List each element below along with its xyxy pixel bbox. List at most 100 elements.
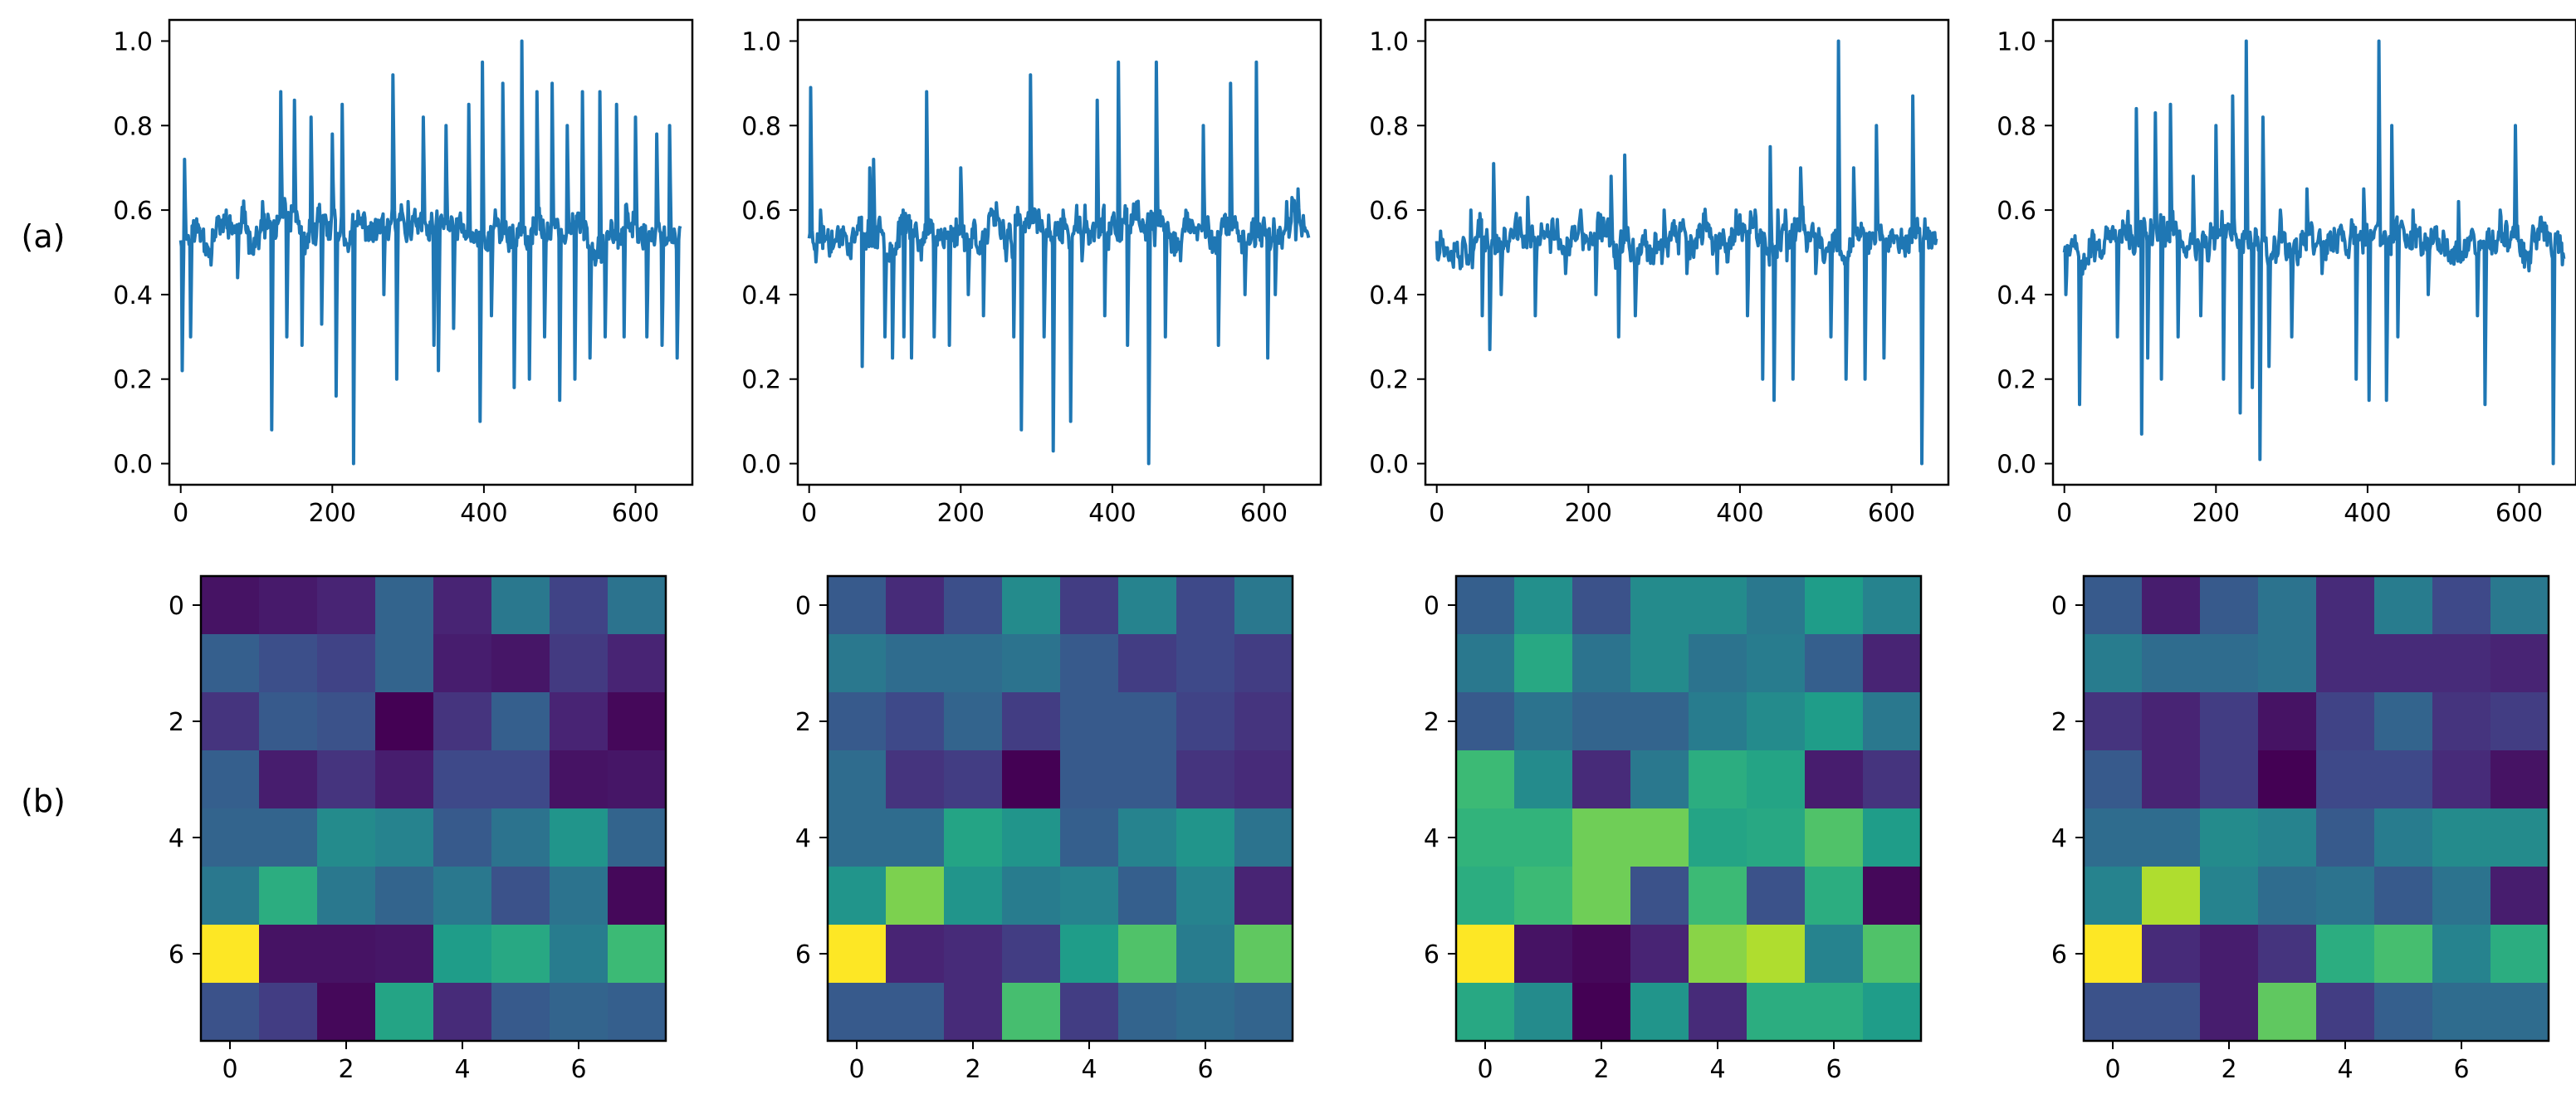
heatmap-cell bbox=[491, 808, 550, 867]
heatmap-cell bbox=[2258, 808, 2317, 867]
heatmap-cell bbox=[1456, 576, 1515, 635]
heatmap-cell bbox=[2200, 808, 2259, 867]
heatmap-cell bbox=[2258, 750, 2317, 809]
x-tick-label: 600 bbox=[1240, 499, 1288, 528]
heatmap-cell bbox=[2258, 925, 2317, 984]
heatmap-cell bbox=[491, 692, 550, 751]
heatmap-cell bbox=[1514, 750, 1573, 809]
heatmap-cell bbox=[1234, 925, 1293, 984]
heatmap-cell bbox=[1689, 634, 1747, 693]
heatmap-cell bbox=[1689, 983, 1747, 1042]
heatmap-cell bbox=[1572, 634, 1631, 693]
heatmap-cell bbox=[1118, 750, 1177, 809]
heatmap-cell bbox=[1118, 576, 1177, 635]
heatmap-4: 0 2 4 6 0 2 4 6 bbox=[2051, 574, 2550, 1084]
heatmap-1: 0 2 4 6 0 2 4 6 bbox=[169, 574, 667, 1084]
heatmap-cell bbox=[1689, 576, 1747, 635]
axes-frame bbox=[1424, 18, 1950, 486]
heatmap-cell bbox=[1234, 983, 1293, 1042]
heatmap-cell bbox=[1572, 808, 1631, 867]
y-tick-label: 6 bbox=[1424, 940, 1440, 969]
y-tick-label: 2 bbox=[1424, 708, 1440, 737]
line-chart-4: 0 200 400 600 0.0 0.2 0.4 0.6 0.8 1.0 bbox=[1997, 18, 2576, 528]
heatmap-cell bbox=[828, 576, 887, 635]
heatmap-cell bbox=[1572, 983, 1631, 1042]
axes-frame bbox=[2082, 574, 2550, 1043]
y-tick-label: 0.2 bbox=[1369, 366, 1409, 395]
heatmap-cell bbox=[433, 692, 492, 751]
heatmap-cell bbox=[1630, 808, 1689, 867]
heatmap-cell bbox=[2374, 867, 2433, 926]
heatmap-cell bbox=[2490, 983, 2549, 1042]
y-tick-label: 0.8 bbox=[113, 112, 153, 141]
heatmap-cell bbox=[1456, 750, 1515, 809]
x-tick-label: 2 bbox=[965, 1055, 980, 1084]
y-tick-label: 4 bbox=[169, 824, 184, 853]
heatmap-cell bbox=[259, 692, 318, 751]
heatmap-cell bbox=[1863, 750, 1922, 809]
x-tick-label: 2 bbox=[2221, 1055, 2236, 1084]
heatmap-cell bbox=[1689, 925, 1747, 984]
x-tick-label: 0 bbox=[2056, 499, 2072, 528]
heatmap-cell bbox=[1630, 983, 1689, 1042]
heatmap-cell bbox=[550, 808, 609, 867]
heatmap-cell bbox=[828, 692, 887, 751]
heatmap-cell bbox=[491, 750, 550, 809]
x-tick-label: 200 bbox=[937, 499, 985, 528]
y-tick-label: 0.4 bbox=[1997, 281, 2036, 310]
heatmap-cell bbox=[317, 808, 376, 867]
heatmap-cell bbox=[2084, 983, 2143, 1042]
heatmap-cell bbox=[375, 925, 434, 984]
heatmap-cell bbox=[317, 692, 376, 751]
heatmap-cell bbox=[550, 692, 609, 751]
y-tick-label: 6 bbox=[169, 940, 184, 969]
heatmap-cell bbox=[375, 867, 434, 926]
heatmap-cell bbox=[317, 634, 376, 693]
heatmaps-row: 0 2 4 6 0 2 4 6 0 2 4 6 0 2 4 6 0 2 4 6 0 2 4 6 0 2 4 6 0 2 4 6 bbox=[169, 574, 2550, 1084]
heatmap-cell bbox=[1118, 692, 1177, 751]
x-tick-label: 4 bbox=[1081, 1055, 1097, 1084]
heatmap-cell bbox=[1176, 867, 1235, 926]
heatmap-cell bbox=[2432, 692, 2491, 751]
heatmap-cell bbox=[944, 867, 1003, 926]
heatmap-cell bbox=[2490, 576, 2549, 635]
heatmap-cell bbox=[2200, 867, 2259, 926]
heatmap-cell bbox=[828, 750, 887, 809]
heatmap-cell bbox=[1234, 808, 1293, 867]
heatmap-cell bbox=[944, 750, 1003, 809]
x-tick-label: 400 bbox=[460, 499, 507, 528]
heatmap-cell bbox=[608, 925, 667, 984]
heatmap-cell bbox=[491, 576, 550, 635]
heatmap-cell bbox=[2374, 983, 2433, 1042]
heatmap-cell bbox=[944, 576, 1003, 635]
heatmap-cell bbox=[317, 983, 376, 1042]
heatmap-cell bbox=[2374, 808, 2433, 867]
heatmap-cell bbox=[2316, 692, 2375, 751]
heatmap-cell bbox=[2258, 634, 2317, 693]
y-tick-label: 4 bbox=[1424, 824, 1440, 853]
heatmap-cell bbox=[259, 983, 318, 1042]
heatmap-cell bbox=[433, 925, 492, 984]
heatmap-cell bbox=[491, 867, 550, 926]
heatmap-cell bbox=[1456, 983, 1515, 1042]
heatmap-cell bbox=[1805, 867, 1864, 926]
heatmap-cell bbox=[608, 576, 667, 635]
heatmap-cell bbox=[944, 983, 1003, 1042]
heatmap-cell bbox=[201, 634, 260, 693]
line-chart-3: 0 200 400 600 0.0 0.2 0.4 0.6 0.8 1.0 bbox=[1369, 18, 1950, 528]
line-chart-1: 0 200 400 600 0.0 0.2 0.4 0.6 0.8 1.0 bbox=[113, 18, 694, 528]
line-chart-2: 0 200 400 600 0.0 0.2 0.4 0.6 0.8 1.0 bbox=[741, 18, 1322, 528]
heatmap-cell bbox=[1689, 692, 1747, 751]
heatmap-cell bbox=[1863, 867, 1922, 926]
heatmap-cell bbox=[2316, 808, 2375, 867]
heatmap-cell bbox=[259, 750, 318, 809]
heatmap-cell bbox=[1630, 925, 1689, 984]
heatmap-cell bbox=[2084, 576, 2143, 635]
heatmap-cell bbox=[2142, 750, 2201, 809]
series-line bbox=[2062, 39, 2566, 466]
heatmap-cell bbox=[2200, 925, 2259, 984]
heatmap-cell bbox=[259, 867, 318, 926]
heatmap-cell bbox=[1002, 983, 1061, 1042]
heatmap-cell bbox=[491, 634, 550, 693]
y-tick-label: 0 bbox=[1424, 592, 1440, 621]
